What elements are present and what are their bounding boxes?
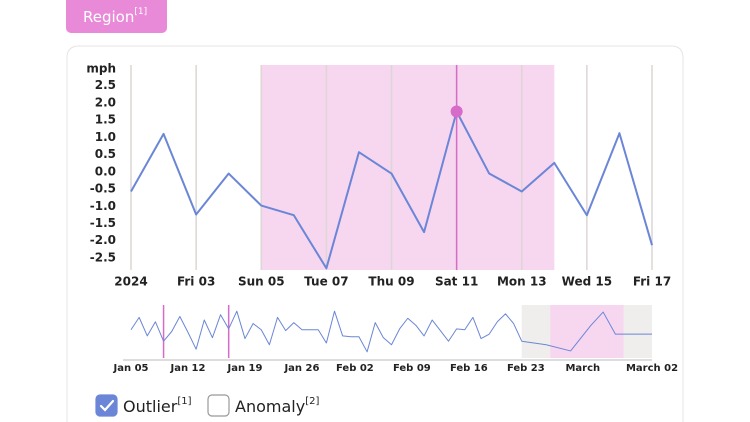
x-tick-label: Jan 05 xyxy=(113,363,149,374)
region-label[interactable]: Region xyxy=(83,8,134,26)
x-tick-label: Jan 26 xyxy=(283,363,319,374)
y-tick-label: 0.5 xyxy=(95,147,116,161)
x-tick-label: Feb 09 xyxy=(393,363,431,374)
y-tick-label: 1.5 xyxy=(95,113,116,127)
y-axis-label: mph xyxy=(86,62,116,76)
x-tick-label: Jan 12 xyxy=(169,363,205,374)
highlight-point xyxy=(450,105,463,118)
legend-label[interactable]: Outlier[1] xyxy=(123,396,192,416)
legend: Outlier[1] Anomaly[2] xyxy=(95,394,319,417)
x-tick-label: Sat 11 xyxy=(435,275,478,289)
x-tick-label: Jan 19 xyxy=(226,363,262,374)
legend-label[interactable]: Anomaly[2] xyxy=(235,396,319,416)
x-tick-label: Tue 07 xyxy=(304,275,348,289)
series-line xyxy=(130,110,653,270)
x-tick-label: Wed 15 xyxy=(562,275,612,289)
x-tick-label: Mon 13 xyxy=(497,275,547,289)
legend-name: Anomaly xyxy=(235,397,305,416)
checkbox[interactable] xyxy=(207,394,230,417)
y-tick-label: -2.5 xyxy=(90,250,116,264)
y-tick-label: -2.0 xyxy=(90,233,116,247)
legend-note: [2] xyxy=(305,396,319,407)
y-tick-label: 0.0 xyxy=(95,164,116,178)
series-line xyxy=(130,310,652,353)
x-tick-label: March 02 xyxy=(626,363,678,374)
x-tick-label: Fri 03 xyxy=(177,275,215,289)
x-tick-label: Sun 05 xyxy=(238,275,285,289)
x-tick-label: Thu 09 xyxy=(368,275,414,289)
y-tick-label: 1.0 xyxy=(95,130,116,144)
checkmark xyxy=(99,399,115,412)
selection xyxy=(550,305,624,358)
x-tick-label: Feb 16 xyxy=(450,363,488,374)
x-tick-label: Feb 23 xyxy=(507,363,545,374)
region-note[interactable]: [1] xyxy=(134,7,147,17)
y-tick-label: -1.5 xyxy=(90,216,116,230)
y-tick-label: -1.0 xyxy=(90,199,116,213)
checkbox[interactable] xyxy=(95,394,118,417)
region-button-label[interactable]: Region[1] xyxy=(83,7,147,26)
legend-note: [1] xyxy=(177,396,191,407)
x-tick-label: Feb 02 xyxy=(336,363,374,374)
y-tick-label: 2.5 xyxy=(95,78,116,92)
y-tick-label: 2.0 xyxy=(95,95,116,109)
band xyxy=(261,65,555,270)
legend-name: Outlier xyxy=(123,397,178,416)
y-tick-label: -0.5 xyxy=(90,182,116,196)
x-tick-label: Fri 17 xyxy=(633,275,671,289)
x-tick-label: March xyxy=(565,363,600,374)
x-tick-label: 2024 xyxy=(114,275,147,289)
region-button[interactable] xyxy=(66,0,167,33)
